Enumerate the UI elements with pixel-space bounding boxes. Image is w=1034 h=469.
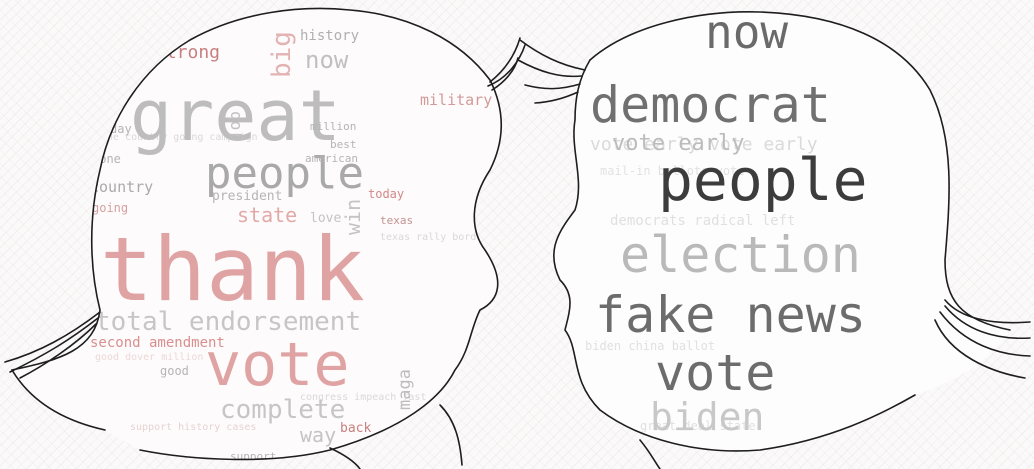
word-back: back xyxy=(340,421,371,436)
word-president: president xyxy=(212,189,282,204)
svg-text:congress impeach fast: congress impeach fast xyxy=(300,392,426,403)
word-great: great xyxy=(130,75,341,157)
word-today: today xyxy=(368,187,404,201)
word-going: going xyxy=(92,201,128,215)
word-job: job xyxy=(225,111,244,140)
right-head-cloud: vote early vote early mail-in ballots vo… xyxy=(553,5,1010,451)
svg-text:good dover million: good dover million xyxy=(95,352,203,363)
left-head-cloud: done country going campaign good dover m… xyxy=(90,28,493,463)
word-day: day xyxy=(110,122,132,136)
word-people-left: people xyxy=(205,148,364,199)
left-head-outline xyxy=(4,7,526,469)
word-second-amendment: second amendment xyxy=(90,335,225,351)
word-love: love xyxy=(310,211,341,226)
svg-text:vote early vote early: vote early vote early xyxy=(590,134,818,155)
word-good: good xyxy=(160,364,189,378)
word-done: done xyxy=(92,152,121,166)
word-country: country xyxy=(90,178,153,196)
word-election: election xyxy=(620,226,861,284)
left-small-word-texture: done country going campaign good dover m… xyxy=(95,132,488,433)
word-thank: thank xyxy=(100,218,365,321)
word-big: big xyxy=(267,31,297,78)
word-best: best xyxy=(330,138,357,151)
word-maga: maga xyxy=(395,369,415,410)
word-total-endorsement: total endorsement xyxy=(95,307,361,337)
word-win: win xyxy=(341,199,365,235)
word-vote: vote xyxy=(205,330,350,400)
svg-text:mail-in ballots vote: mail-in ballots vote xyxy=(600,164,745,178)
word-state: state xyxy=(237,203,297,227)
word-now-right: now xyxy=(705,5,788,59)
word-million: million xyxy=(310,120,356,133)
word-fake-news: fake news xyxy=(595,286,866,344)
svg-text:democrats radical left: democrats radical left xyxy=(610,213,795,229)
svg-text:support history cases: support history cases xyxy=(130,422,256,433)
word-way: way xyxy=(300,423,336,447)
svg-text:biden china ballot: biden china ballot xyxy=(585,339,715,353)
word-people-right: people xyxy=(658,146,868,214)
word-american: american xyxy=(305,152,358,165)
word-now-left: now xyxy=(305,46,349,74)
word-strong: strong xyxy=(155,42,220,63)
svg-text:done country going campaign: done country going campaign xyxy=(95,132,258,143)
right-small-word-texture: vote early vote early mail-in ballots vo… xyxy=(585,134,818,433)
word-democrat: democrat xyxy=(590,76,831,134)
word-vote-right: vote xyxy=(655,344,775,402)
svg-text:texas rally border: texas rally border xyxy=(380,232,488,243)
word-support: support xyxy=(230,450,276,463)
word-complete: complete xyxy=(220,395,345,425)
word-texas: texas xyxy=(380,214,413,227)
word-vote-early: vote early xyxy=(612,131,744,156)
word-military: military xyxy=(420,91,492,109)
svg-text:great deal state: great deal state xyxy=(640,419,756,433)
right-head-outline xyxy=(517,11,1031,469)
word-biden: biden xyxy=(650,395,764,439)
word-history: history xyxy=(300,28,359,44)
